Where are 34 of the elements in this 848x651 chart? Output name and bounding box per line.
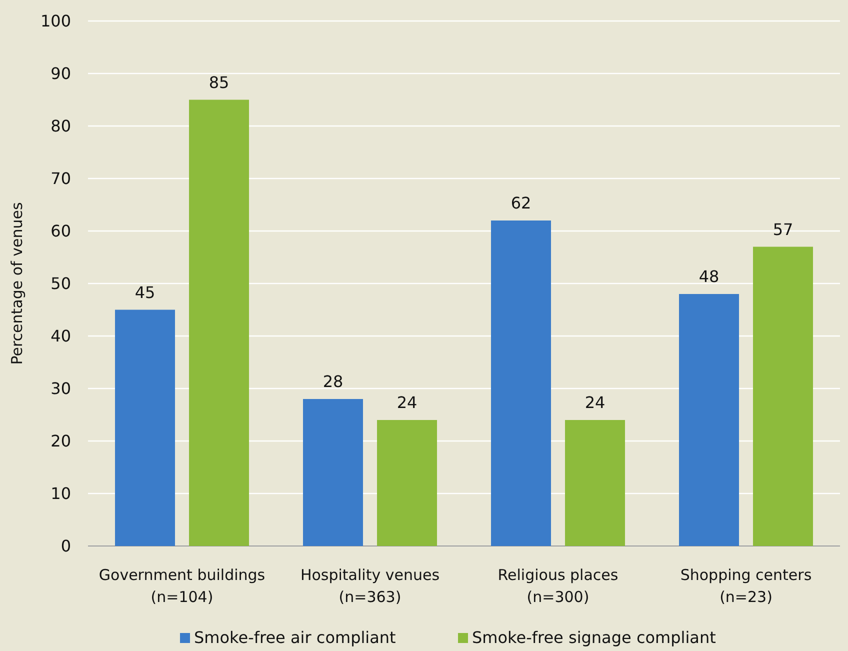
y-tick-label: 90 (50, 64, 71, 84)
x-tick-label: Shopping centers (n=23) (680, 566, 812, 606)
bar (679, 294, 739, 546)
y-tick-label: 100 (40, 12, 71, 31)
bar (565, 420, 625, 546)
y-tick-label: 0 (60, 536, 71, 556)
legend-label: Smoke-free air compliant (194, 628, 396, 647)
y-axis-title: Percentage of venues (8, 202, 26, 365)
y-tick-label: 60 (50, 222, 71, 241)
data-label: 28 (322, 372, 344, 391)
y-tick-label: 50 (50, 274, 71, 294)
data-label: 85 (208, 72, 230, 92)
legend-label: Smoke-free signage compliant (472, 628, 716, 647)
data-label: 45 (134, 282, 156, 302)
y-tick-label: 30 (50, 379, 71, 398)
y-tick-label: 80 (50, 116, 71, 136)
bar (491, 220, 551, 546)
y-tick-label: 70 (50, 169, 71, 188)
data-label: 48 (698, 267, 720, 286)
bar (115, 310, 175, 546)
data-label: 24 (584, 393, 606, 412)
data-label: 62 (510, 194, 532, 212)
bar (753, 246, 813, 546)
bar (303, 399, 363, 546)
y-tick-label: 20 (50, 432, 71, 451)
y-tick-label: 10 (50, 484, 71, 504)
data-label: 24 (396, 393, 418, 412)
x-tick-label: Government buildings (n=104) (98, 566, 266, 606)
y-tick-label: 40 (50, 326, 71, 346)
data-label: 57 (772, 220, 794, 239)
bar (189, 100, 249, 546)
x-tick-label: Religious places (n=300) (498, 566, 618, 606)
bar (377, 420, 437, 546)
x-tick-label: Hospitality venues (n=363) (300, 566, 440, 606)
